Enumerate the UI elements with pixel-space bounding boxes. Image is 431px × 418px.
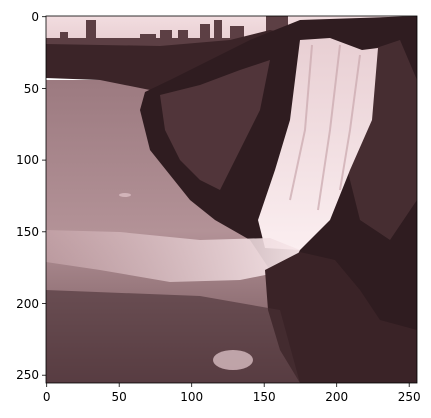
x-tick-label: 50	[112, 390, 127, 404]
splash-highlight	[213, 350, 253, 370]
y-tick-label: 0	[31, 10, 39, 24]
boat	[119, 193, 131, 197]
photo	[46, 16, 417, 383]
y-tick-label: 250	[16, 368, 39, 382]
x-tick-label: 0	[43, 390, 51, 404]
y-axis: 0 50 100 150 200 250	[16, 10, 46, 382]
x-tick-label: 250	[398, 390, 421, 404]
x-axis: 0 50 100 150 200 250	[43, 383, 421, 404]
y-tick-label: 50	[24, 82, 39, 96]
y-tick-label: 200	[16, 297, 39, 311]
x-tick-label: 200	[325, 390, 348, 404]
x-tick-label: 100	[180, 390, 203, 404]
y-tick-label: 100	[16, 153, 39, 167]
y-tick-label: 150	[16, 225, 39, 239]
x-tick-label: 150	[253, 390, 276, 404]
